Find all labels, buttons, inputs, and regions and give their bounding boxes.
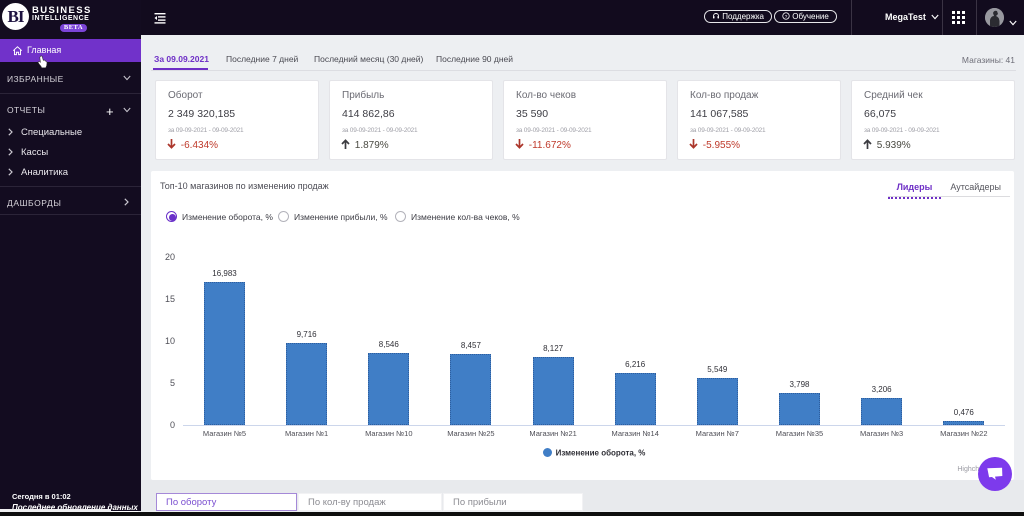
- svg-text:?: ?: [785, 14, 788, 19]
